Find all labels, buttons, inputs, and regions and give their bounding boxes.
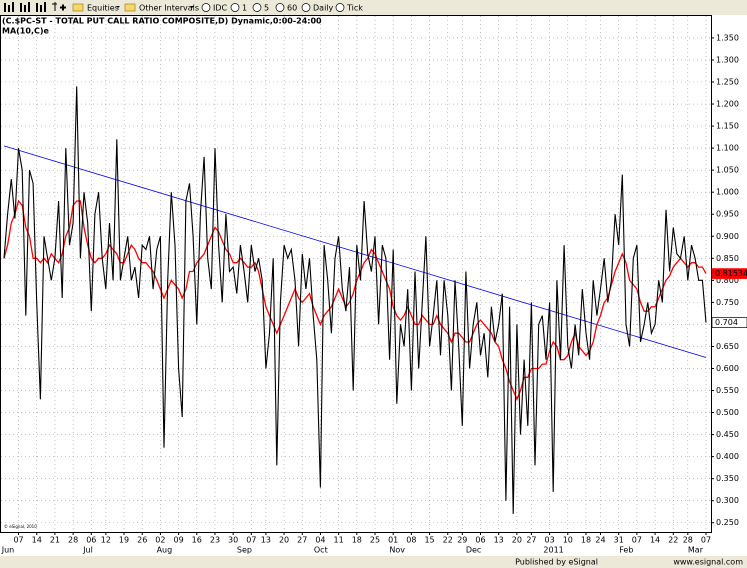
x-tick-label: 12 [101,536,111,545]
month-label: Aug [157,546,173,555]
y-tick-label: 1.000 [716,188,739,197]
copyright: © eSignal, 2010 [4,524,37,529]
footer [0,556,747,568]
x-tick-label: 03 [545,536,555,545]
y-tick-label: 1.100 [716,144,739,153]
y-tick-label: 0.500 [716,408,739,417]
toolbar-item[interactable]: Equities [87,4,119,13]
x-tick-label: 30 [228,536,238,545]
y-tick-label: 0.400 [716,452,739,461]
x-tick-label: 01 [388,536,398,545]
x-tick-label: 22 [443,536,453,545]
y-tick-label: 1.300 [716,55,739,64]
x-tick-label: 10 [563,536,573,545]
month-label: Dec [466,546,481,555]
y-tick-label: 0.750 [716,298,739,307]
x-tick-label: 27 [526,536,536,545]
last-value-flag [711,268,747,279]
x-tick-label: 19 [119,536,129,545]
x-tick-label: 09 [173,536,183,545]
x-tick-label: 20 [279,536,289,545]
x-tick-label: 28 [68,536,78,545]
last-value-label: 0.815341 [715,269,747,278]
x-tick-label: 31 [614,536,624,545]
chart-title: (C.$PC-ST - TOTAL PUT CALL RATIO COMPOSI… [2,17,322,26]
y-tick-label: 0.950 [716,210,739,219]
last-value-label: 0.704 [715,318,738,327]
publisher: Published by eSignal [515,558,598,567]
y-tick-label: 1.250 [716,77,739,86]
toolbar-item[interactable]: Daily [313,4,334,13]
marks [3,86,707,514]
x-tick-label: 07 [246,536,256,545]
month-label: Nov [389,546,405,555]
month-label: Oct [314,546,328,555]
y-tick-label: 0.350 [716,474,739,483]
x-tick-label: 08 [406,536,416,545]
x-tick-label: 27 [297,536,307,545]
x-tick-label: 28 [683,536,693,545]
y-tick-label: 1.350 [716,33,739,42]
y-tick-label: 0.300 [716,496,739,505]
y-tick-label: 0.900 [716,232,739,241]
y-tick-label: 1.050 [716,166,739,175]
month-label: Mar [688,546,704,555]
toolbar-item[interactable]: 1 [242,4,247,13]
y-tick-label: 0.650 [716,342,739,351]
month-label: Jun [1,546,15,555]
x-tick-label: 04 [315,536,325,545]
last-value-flag [711,317,747,328]
x-tick-label: 07 [13,536,23,545]
x-tick-label: 26 [137,536,147,545]
y-tick-label: 0.250 [716,518,739,527]
x-tick-label: 15 [424,536,434,545]
y-tick-label: 0.800 [716,276,739,285]
x-tick-label: 14 [650,536,660,545]
x-tick-label: 18 [581,536,591,545]
x-tick-label: 24 [595,536,605,545]
y-tick-label: 0.550 [716,386,739,395]
x-tick-label: 11 [334,536,344,545]
month-label: Sep [237,546,252,555]
toolbar-item[interactable]: Other Intervals [139,4,199,13]
series-line [3,86,707,514]
x-tick-label: 25 [370,536,380,545]
x-tick-label: 29 [457,536,467,545]
x-tick-label: 13 [261,536,271,545]
month-label: Jul [82,546,93,555]
toolbar-icons [4,2,345,12]
url[interactable]: www.esignal.com [673,558,743,567]
y-tick-label: 0.450 [716,430,739,439]
x-tick-label: 06 [86,536,96,545]
x-tick-label: 18 [352,536,362,545]
x-tick-label: 13 [494,536,504,545]
x-tick-label: 07 [701,536,711,545]
y-tick-label: 1.200 [716,100,739,109]
x-tick-label: 23 [210,536,220,545]
toolbar-item[interactable]: Tick [346,4,363,13]
month-label: Feb [619,546,633,555]
x-tick-label: 16 [192,536,202,545]
toolbar [0,0,747,15]
x-tick-label: 06 [475,536,485,545]
x-tick-label: 07 [632,536,642,545]
y-tick-label: 0.850 [716,254,739,263]
month-label: 2011 [543,546,563,555]
toolbar-item[interactable]: IDC [213,4,228,13]
y-tick-label: 1.150 [716,122,739,131]
toolbar-item[interactable]: 5 [264,4,269,13]
trendline [3,145,707,358]
x-tick-label: 02 [155,536,165,545]
toolbar-item[interactable]: 60 [287,4,297,13]
legend-entry: MA(10,C)e [2,27,50,36]
x-tick-label: 21 [50,536,60,545]
x-tick-label: 20 [512,536,522,545]
x-tick-label: 22 [668,536,678,545]
x-tick-label: 14 [32,536,42,545]
y-tick-label: 0.600 [716,364,739,373]
